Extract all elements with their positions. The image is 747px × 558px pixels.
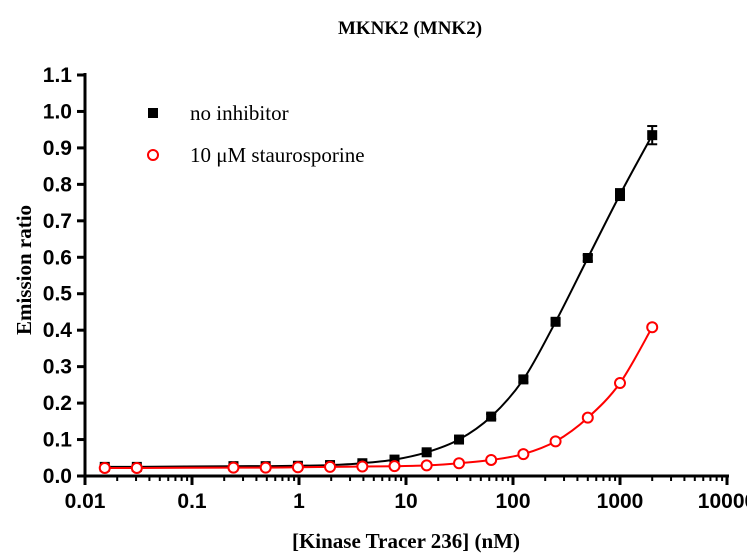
data-point-square — [550, 316, 561, 327]
legend-marker-circle — [147, 149, 159, 161]
y-axis: 0.0 0.1 0.2 0.3 0.4 0.5 0.6 0.7 0.8 0.9 1.0 1.1 — [43, 64, 87, 488]
x-tick-label: 1 — [293, 490, 305, 513]
legend-marker-square — [148, 108, 158, 118]
data-point-circle — [388, 460, 401, 473]
y-axis-title: Emission ratio — [12, 205, 36, 335]
y-tick-label: 1.1 — [43, 64, 73, 87]
data-point-circle — [646, 321, 659, 334]
data-point-circle — [98, 461, 111, 474]
y-tick-label: 0.8 — [43, 173, 73, 196]
fit-curves — [104, 134, 654, 469]
data-point-circle — [517, 448, 530, 461]
data-point-circle — [549, 435, 562, 448]
data-point-circle — [259, 461, 272, 474]
data-point-square — [582, 253, 593, 264]
legend-label: 10 μM staurosporine — [190, 143, 365, 167]
x-tick-label: 0.1 — [177, 490, 207, 513]
legend-label: no inhibitor — [190, 101, 289, 125]
data-point-circle — [324, 460, 337, 473]
data-point-square — [486, 411, 497, 422]
fit-curve — [104, 326, 654, 469]
x-tick-label: 100 — [495, 490, 530, 513]
data-point-circle — [453, 457, 466, 470]
data-point-circle — [227, 461, 240, 474]
y-tick-label: 0.5 — [43, 283, 73, 306]
y-tick-label: 0.0 — [43, 465, 72, 488]
data-point-square — [518, 374, 529, 385]
y-tick-label: 0.9 — [43, 137, 72, 160]
data-point-square — [389, 454, 400, 465]
data-points — [98, 125, 659, 474]
data-point-circle — [130, 461, 143, 474]
data-point-circle — [581, 411, 594, 424]
data-point-circle — [291, 461, 304, 474]
data-point-square — [454, 434, 465, 445]
y-tick-label: 1.0 — [43, 100, 72, 123]
data-point-circle — [356, 460, 369, 473]
data-point-square — [421, 447, 432, 458]
data-point-circle — [485, 453, 498, 466]
data-point-circle — [614, 377, 626, 390]
x-tick-label: 0.01 — [65, 490, 106, 513]
data-point-square — [615, 189, 625, 200]
y-tick-label: 0.6 — [43, 246, 72, 269]
x-axis: 0.01 0.1 1 10 100 1000 10000 — [65, 474, 747, 513]
fit-curve — [104, 134, 654, 468]
x-tick-label: 10000 — [698, 490, 747, 513]
y-tick-label: 0.2 — [43, 392, 72, 415]
x-tick-label: 1000 — [597, 490, 644, 513]
chart-title: MKNK2 (MNK2) — [338, 18, 482, 39]
y-tick-label: 0.1 — [43, 429, 73, 452]
x-axis-title: [Kinase Tracer 236] (nM) — [292, 529, 520, 553]
y-tick-label: 0.3 — [43, 356, 72, 379]
data-point-square — [647, 130, 658, 141]
y-tick-label: 0.7 — [43, 210, 72, 233]
y-tick-label: 0.4 — [43, 319, 73, 342]
legend: no inhibitor 10 μM staurosporine — [147, 101, 365, 167]
data-point-circle — [420, 459, 433, 472]
x-tick-label: 10 — [394, 490, 417, 513]
